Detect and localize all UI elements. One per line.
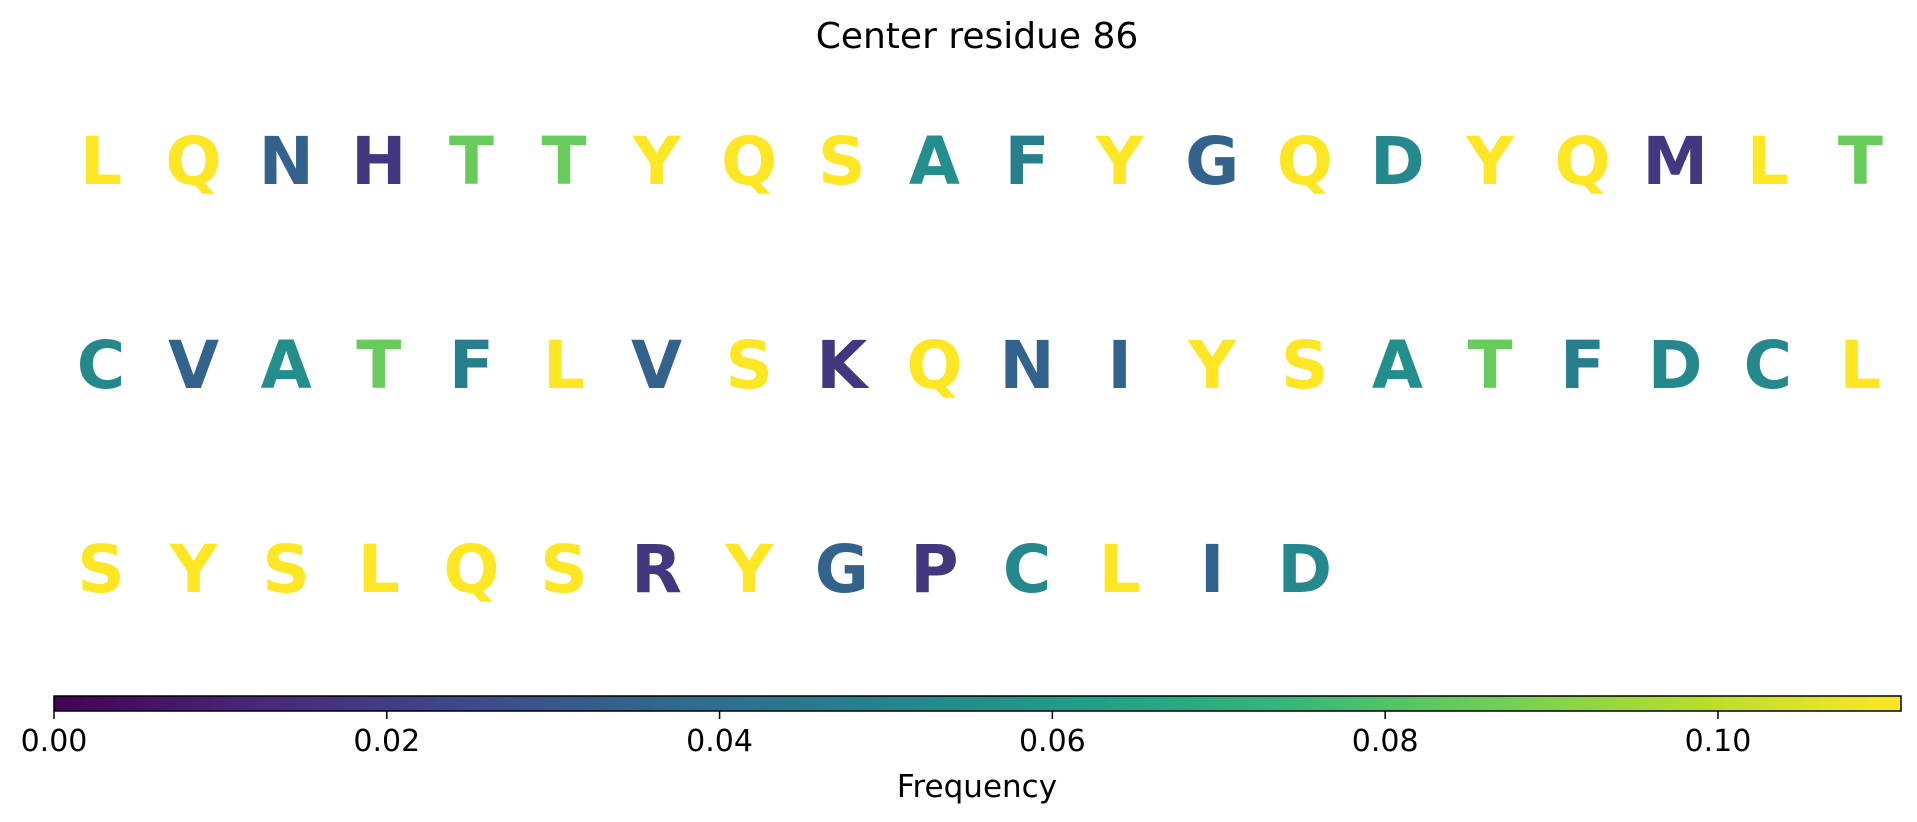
residue-letter: I bbox=[1200, 531, 1225, 608]
residue-letter: D bbox=[1277, 531, 1332, 608]
residue-letter: Q bbox=[166, 123, 222, 200]
residue-letter: S bbox=[818, 123, 866, 200]
residue-letter: L bbox=[358, 531, 400, 608]
residue-letter: Q bbox=[443, 531, 499, 608]
colorbar-tick-label: 0.08 bbox=[1352, 724, 1419, 759]
residue-letter: D bbox=[1370, 123, 1425, 200]
chart-title: Center residue 86 bbox=[816, 16, 1139, 57]
residue-letter: Q bbox=[1277, 123, 1333, 200]
residue-letter: D bbox=[1648, 327, 1703, 404]
residue-letter: N bbox=[259, 123, 314, 200]
residue-letter: F bbox=[1004, 123, 1049, 200]
residue-letter: G bbox=[1185, 123, 1239, 200]
residue-letter: L bbox=[543, 327, 585, 404]
residue-letter: T bbox=[1838, 123, 1883, 200]
residue-letter: T bbox=[1467, 327, 1512, 404]
residue-letter: Q bbox=[906, 327, 962, 404]
residue-letter: Y bbox=[1187, 327, 1237, 404]
colorbar-label: Frequency bbox=[897, 769, 1057, 805]
residue-letter: L bbox=[1099, 531, 1141, 608]
residue-letter: A bbox=[909, 123, 960, 200]
residue-letter: Y bbox=[1095, 123, 1145, 200]
residue-letter: T bbox=[356, 327, 401, 404]
residue-letter: L bbox=[80, 123, 122, 200]
frequency-colorbar: 0.00 0.02 0.04 0.06 0.08 0.10 bbox=[21, 695, 1902, 759]
colorbar-ticks: 0.00 0.02 0.04 0.06 0.08 0.10 bbox=[21, 711, 1752, 759]
residue-letter: M bbox=[1642, 123, 1708, 200]
residue-letter: F bbox=[449, 327, 494, 404]
residue-letter: V bbox=[631, 327, 682, 404]
residue-letter: C bbox=[1744, 327, 1792, 404]
residue-letter: Q bbox=[721, 123, 777, 200]
residue-letter: H bbox=[351, 123, 406, 200]
residue-letter: A bbox=[1372, 327, 1423, 404]
residue-letter: K bbox=[816, 327, 870, 404]
residue-letter: Y bbox=[1465, 123, 1515, 200]
residue-letter: C bbox=[1003, 531, 1051, 608]
residue-letter: T bbox=[541, 123, 586, 200]
residue-letter: S bbox=[262, 531, 310, 608]
residue-letter: C bbox=[77, 327, 125, 404]
residue-letter: Q bbox=[1555, 123, 1611, 200]
colorbar-tick-label: 0.10 bbox=[1685, 724, 1752, 759]
colorbar-gradient bbox=[53, 695, 1902, 712]
residue-letter: G bbox=[815, 531, 869, 608]
residue-letter: S bbox=[540, 531, 588, 608]
residue-letter: F bbox=[1560, 327, 1605, 404]
colorbar-tick-label: 0.06 bbox=[1019, 724, 1086, 759]
colorbar-tick-label: 0.04 bbox=[686, 724, 753, 759]
residue-letter: S bbox=[1281, 327, 1329, 404]
residue-letter: Y bbox=[632, 123, 682, 200]
colorbar-tick-label: 0.00 bbox=[21, 724, 88, 759]
residue-letter: N bbox=[999, 327, 1054, 404]
residue-letter: I bbox=[1107, 327, 1132, 404]
residue-letter: V bbox=[168, 327, 219, 404]
residue-letter: S bbox=[77, 531, 125, 608]
residue-letter: L bbox=[1747, 123, 1789, 200]
residue-letter: Y bbox=[724, 531, 774, 608]
residue-letter: S bbox=[725, 327, 773, 404]
colorbar-tick-label: 0.02 bbox=[353, 724, 420, 759]
residue-letter: L bbox=[1839, 327, 1881, 404]
residue-letter: Y bbox=[169, 531, 219, 608]
residue-grid: L Q N H T T Y Q S A F Y G Q D Y Q M L TC V A T F L V S K Q N I Y S A T F D C L… bbox=[77, 123, 1883, 608]
residue-letter: A bbox=[261, 327, 312, 404]
residue-letter: P bbox=[910, 531, 958, 608]
residue-letter: R bbox=[631, 531, 682, 608]
residue-letter: T bbox=[449, 123, 494, 200]
